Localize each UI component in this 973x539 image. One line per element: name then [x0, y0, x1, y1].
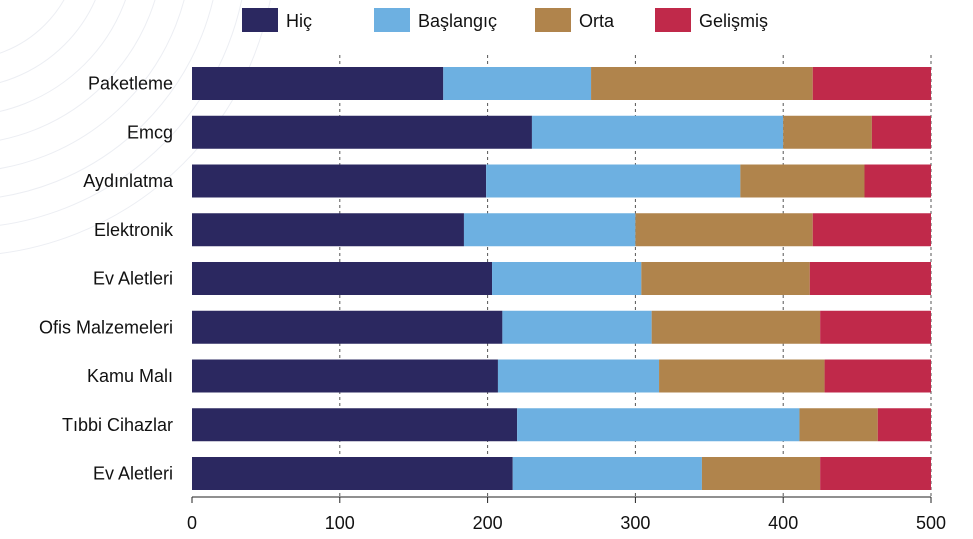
legend-label: Gelişmiş — [699, 11, 768, 31]
bar-segment — [531, 115, 784, 149]
bar-segment — [192, 262, 493, 295]
legend-swatch — [655, 8, 691, 32]
x-tick-label: 200 — [473, 513, 503, 533]
category-label: Ev Aletleri — [93, 464, 173, 484]
bar-segment — [641, 262, 810, 295]
bar-segment — [740, 164, 865, 198]
bar-segment — [783, 115, 872, 149]
category-label: Aydınlatma — [83, 171, 174, 191]
bar-segment — [502, 310, 652, 344]
bar-segment — [877, 408, 931, 442]
bar-segment — [824, 359, 931, 393]
bar-segment — [799, 408, 878, 442]
category-label: Elektronik — [94, 220, 174, 240]
bar-segment — [192, 115, 532, 149]
bar-segment — [443, 67, 592, 100]
bar-segment — [463, 213, 636, 247]
x-axis: 0 100 200 300 400 500 — [187, 496, 946, 533]
bar-segment — [492, 262, 642, 295]
category-label: Ev Aletleri — [93, 269, 173, 289]
category-label: Paketleme — [88, 74, 173, 94]
category-label: Tıbbi Cihazlar — [62, 415, 173, 435]
legend-swatch — [535, 8, 571, 32]
bar-segment — [820, 310, 931, 344]
bar-segment — [809, 262, 931, 295]
x-tick-label: 300 — [620, 513, 650, 533]
bar-segment — [871, 115, 931, 149]
category-label: Ofis Malzemeleri — [39, 317, 173, 337]
bar-segment — [192, 359, 498, 393]
bar-segment — [192, 457, 513, 490]
x-tick-label: 500 — [916, 513, 946, 533]
bar-segment — [812, 213, 931, 247]
bars — [192, 67, 931, 490]
x-tick-label: 0 — [187, 513, 197, 533]
bar-segment — [864, 164, 931, 198]
legend-label: Başlangıç — [418, 11, 497, 31]
legend-label: Hiç — [286, 11, 312, 31]
category-label: Kamu Malı — [87, 366, 173, 386]
category-label: Emcg — [127, 122, 173, 142]
bar-segment — [517, 408, 800, 442]
bar-segment — [812, 67, 931, 100]
bar-segment — [635, 213, 813, 247]
bar-segment — [659, 359, 825, 393]
bar-segment — [192, 164, 487, 198]
bar-segment — [192, 67, 444, 100]
bar-segment — [497, 359, 660, 393]
x-tick-label: 400 — [768, 513, 798, 533]
bar-segment — [192, 213, 464, 247]
x-tick-label: 100 — [325, 513, 355, 533]
legend-label: Orta — [579, 11, 615, 31]
legend-swatch — [374, 8, 410, 32]
legend: Hiç Başlangıç Orta Gelişmiş — [242, 8, 768, 32]
bar-segment — [486, 164, 741, 198]
bar-segment — [591, 67, 813, 100]
bar-segment — [820, 457, 931, 490]
bar-segment — [512, 457, 702, 490]
bar-segment — [701, 457, 821, 490]
legend-swatch — [242, 8, 278, 32]
bar-segment — [192, 408, 518, 442]
category-labels: Paketleme Emcg Aydınlatma Elektronik Ev Alet… — [39, 74, 174, 484]
bar-segment — [192, 310, 503, 344]
bar-segment — [651, 310, 821, 344]
